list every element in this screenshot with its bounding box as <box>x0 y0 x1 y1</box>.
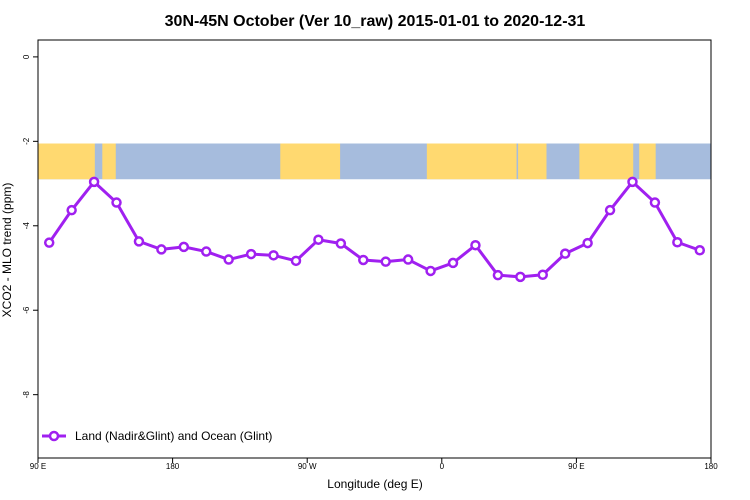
data-point <box>313 234 324 245</box>
y-axis-label: XCO2 - MLO trend (ppm) <box>0 183 14 318</box>
data-point <box>627 176 638 188</box>
y-tick-label: -2 <box>22 137 31 145</box>
data-point <box>380 256 391 267</box>
y-tick-label: 0 <box>22 54 31 59</box>
data-point <box>268 250 279 261</box>
axes: 90 E 180 90 W 0 90 E 180 0 -2 -4 -6 -8 <box>22 54 718 471</box>
data-point <box>559 248 571 259</box>
data-point <box>425 265 436 277</box>
x-axis-label: Longitude (deg E) <box>327 477 422 491</box>
data-point <box>133 236 145 247</box>
data-point <box>88 176 100 188</box>
data-point <box>649 197 661 208</box>
legend-label: Land (Nadir&Glint) and Ocean (Glint) <box>75 429 272 443</box>
data-point <box>358 254 369 266</box>
data-point <box>290 255 302 267</box>
map-land-mass <box>639 143 656 180</box>
y-tick-label: -6 <box>22 306 31 314</box>
data-point <box>447 257 459 269</box>
map-land-mass <box>426 143 517 180</box>
data-point <box>582 237 593 249</box>
data-point <box>178 241 190 253</box>
data-point <box>672 236 683 248</box>
legend-marker <box>48 430 60 442</box>
y-tick-label: -4 <box>22 222 31 230</box>
data-point <box>43 237 55 248</box>
series-layer <box>43 176 706 283</box>
legend: Land (Nadir&Glint) and Ocean (Glint) <box>42 429 272 443</box>
x-tick-label: 180 <box>704 462 718 471</box>
data-point <box>335 238 347 249</box>
data-point <box>223 254 234 265</box>
data-point <box>694 245 706 256</box>
series-line <box>47 180 701 279</box>
y-tick-label: -8 <box>22 391 31 399</box>
x-tick-label: 0 <box>440 462 445 471</box>
x-tick-label: 180 <box>166 462 180 471</box>
chart-title: 30N-45N October (Ver 10_raw) 2015-01-01 … <box>165 13 586 30</box>
map-land-mass <box>579 143 634 180</box>
world-map-band <box>38 143 711 180</box>
data-point <box>515 271 526 283</box>
data-point <box>402 254 414 265</box>
data-point <box>470 239 481 251</box>
map-land-mass <box>38 143 95 180</box>
map-land-mass <box>102 143 116 180</box>
data-point <box>492 269 504 281</box>
data-point <box>201 246 212 257</box>
data-point <box>66 204 77 216</box>
data-point <box>156 244 167 255</box>
map-land <box>38 143 656 180</box>
data-point <box>604 204 616 216</box>
x-tick-label: 90 W <box>298 462 317 471</box>
x-tick-label: 90 E <box>568 462 584 471</box>
data-point <box>537 269 548 281</box>
map-land-mass <box>280 143 341 180</box>
data-point <box>245 248 257 260</box>
x-tick-label: 90 E <box>30 462 46 471</box>
plot-frame <box>37 39 712 459</box>
data-point <box>111 197 122 208</box>
map-land-mass <box>518 143 547 180</box>
